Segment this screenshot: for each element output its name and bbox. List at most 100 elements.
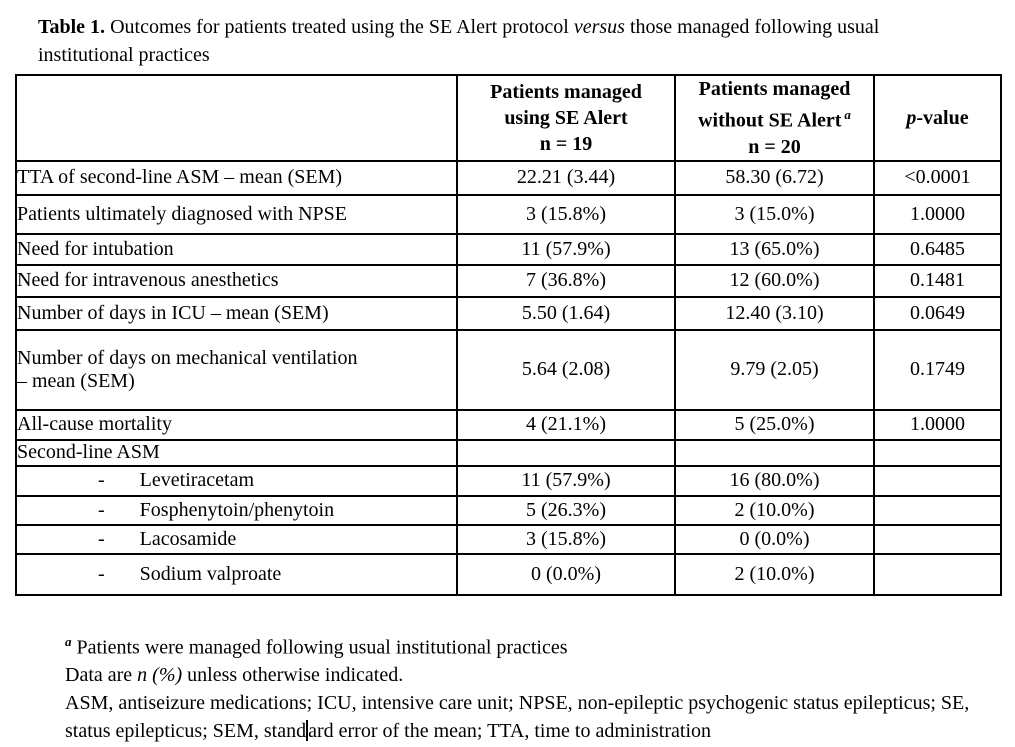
p-value: 0.6485 — [873, 232, 1002, 266]
table-row-sodium-valproate: - Sodium valproate 0 (0.0%) 2 (10.0%) — [15, 552, 1002, 596]
table-footnotes: a Patients were managed following usual … — [65, 628, 1015, 746]
row-label-text: Number of days on mechanical ventilation… — [17, 346, 358, 392]
row-label-text: Levetiracetam — [139, 469, 255, 492]
text-cursor — [306, 720, 309, 742]
p-value: 1.0000 — [873, 193, 1002, 235]
row-label: Second-line ASM — [15, 438, 458, 467]
no-se-alert-value: 16 (80.0%) — [674, 464, 875, 497]
se-alert-value: 7 (36.8%) — [456, 263, 676, 298]
se-alert-value: 11 (57.9%) — [456, 232, 676, 266]
table-row-iv-anesthetics: Need for intravenous anesthetics 7 (36.8… — [15, 263, 1002, 298]
row-label: Patients ultimately diagnosed with NPSE — [15, 193, 458, 235]
row-label-text: Need for intubation — [17, 237, 174, 260]
table-row-npse: Patients ultimately diagnosed with NPSE … — [15, 193, 1002, 235]
header-no-se-alert-text: Patients managed without SE Alert — [698, 78, 851, 132]
footnote-1-text: Patients were managed following usual in… — [71, 636, 568, 659]
header-no-se-alert-n: n = 20 — [748, 135, 801, 158]
table-row-levetiracetam: - Levetiracetam 11 (57.9%) 16 (80.0%) — [15, 464, 1002, 497]
row-label-text: Fosphenytoin/phenytoin — [139, 498, 335, 521]
header-p-italic: p — [906, 106, 917, 129]
table-row-icu-days: Number of days in ICU – mean (SEM) 5.50 … — [15, 295, 1002, 331]
footnote-2-italic: n (%) — [137, 664, 183, 687]
p-value: 0.1749 — [873, 328, 1002, 411]
no-se-alert-value: 3 (15.0%) — [674, 193, 875, 235]
table-row-tta: TTA of second-line ASM – mean (SEM) 22.2… — [15, 159, 1002, 196]
row-label: Number of days in ICU – mean (SEM) — [15, 295, 458, 331]
no-se-alert-value: 13 (65.0%) — [674, 232, 875, 266]
no-se-alert-value: 2 (10.0%) — [674, 552, 875, 596]
header-row: Patients managed using SE Alert n = 19 P… — [15, 74, 1002, 162]
no-se-alert-value: 12 (60.0%) — [674, 263, 875, 298]
p-value — [873, 464, 1002, 497]
se-alert-value: 22.21 (3.44) — [456, 159, 676, 196]
row-label-text: Patients ultimately diagnosed with NPSE — [17, 202, 347, 225]
se-alert-value: 5.50 (1.64) — [456, 295, 676, 331]
footnote-2-text-1: Data are — [65, 664, 138, 687]
se-alert-value: 4 (21.1%) — [456, 408, 676, 441]
outcomes-table: Patients managed using SE Alert n = 19 P… — [15, 74, 1002, 596]
table-row-mortality: All-cause mortality 4 (21.1%) 5 (25.0%) … — [15, 408, 1002, 441]
table-caption-text-1: Outcomes for patients treated using the … — [105, 16, 574, 38]
footnote-a-marker: a — [65, 633, 72, 649]
no-se-alert-value: 58.30 (6.72) — [674, 159, 875, 196]
row-label: Need for intravenous anesthetics — [15, 263, 458, 298]
list-dash: - — [98, 498, 105, 521]
row-label-text: Number of days in ICU – mean (SEM) — [17, 301, 329, 324]
footnote-a-marker: a — [844, 107, 851, 122]
footnote-line-2: Data are n (%) unless otherwise indicate… — [65, 661, 1015, 689]
row-label-text: All-cause mortality — [17, 413, 172, 436]
se-alert-value: 0 (0.0%) — [456, 552, 676, 596]
list-dash: - — [98, 469, 105, 492]
table-row-mech-ventilation: Number of days on mechanical ventilation… — [15, 328, 1002, 411]
header-se-alert-cell: Patients managed using SE Alert n = 19 — [456, 74, 676, 162]
row-label: - Sodium valproate — [15, 552, 458, 596]
p-value: 1.0000 — [873, 408, 1002, 441]
header-no-se-alert-cell: Patients managed without SE Alert a n = 20 — [674, 74, 875, 162]
document-page[interactable]: Table 1. Outcomes for patients treated u… — [0, 13, 1015, 747]
p-value: 0.0649 — [873, 295, 1002, 331]
footnote-2-text-2: unless otherwise indicated. — [182, 664, 404, 687]
p-value — [873, 494, 1002, 526]
list-dash: - — [98, 562, 105, 585]
se-alert-value — [456, 438, 676, 467]
table-row-fosphenytoin: - Fosphenytoin/phenytoin 5 (26.3%) 2 (10.… — [15, 494, 1002, 526]
row-label-text: Second-line ASM — [17, 441, 160, 464]
row-label: Number of days on mechanical ventilation… — [15, 328, 458, 411]
row-label-text: Need for intravenous anesthetics — [17, 269, 279, 292]
p-value — [873, 523, 1002, 555]
row-label: - Levetiracetam — [15, 464, 458, 497]
footnote-line-1: a Patients were managed following usual … — [65, 628, 1015, 662]
p-value: <0.0001 — [873, 159, 1002, 196]
row-label: - Lacosamide — [15, 523, 458, 555]
table-row-intubation: Need for intubation 11 (57.9%) 13 (65.0%… — [15, 232, 1002, 266]
header-p-value-cell: p-value — [873, 74, 1002, 162]
no-se-alert-value — [674, 438, 875, 467]
table-caption-italic: versus — [573, 16, 625, 38]
header-se-alert-text: Patients managed using SE Alert n = 19 — [490, 80, 642, 155]
se-alert-value: 11 (57.9%) — [456, 464, 676, 497]
se-alert-value: 5.64 (2.08) — [456, 328, 676, 411]
header-p-rest: -value — [916, 106, 969, 129]
p-value: 0.1481 — [873, 263, 1002, 298]
row-label: All-cause mortality — [15, 408, 458, 441]
no-se-alert-value: 2 (10.0%) — [674, 494, 875, 526]
header-empty-cell — [15, 74, 458, 162]
no-se-alert-value: 5 (25.0%) — [674, 408, 875, 441]
no-se-alert-value: 0 (0.0%) — [674, 523, 875, 555]
se-alert-value: 3 (15.8%) — [456, 193, 676, 235]
table-row-second-line-asm: Second-line ASM — [15, 438, 1002, 467]
no-se-alert-value: 9.79 (2.05) — [674, 328, 875, 411]
row-label-text: Sodium valproate — [139, 562, 282, 585]
row-label-text: Lacosamide — [139, 527, 237, 550]
no-se-alert-value: 12.40 (3.10) — [674, 295, 875, 331]
se-alert-value: 5 (26.3%) — [456, 494, 676, 526]
row-label: TTA of second-line ASM – mean (SEM) — [15, 159, 458, 196]
abbreviations-text-2: ard error of the mean; TTA, time to admi… — [308, 720, 712, 743]
row-label: - Fosphenytoin/phenytoin — [15, 494, 458, 526]
footnote-abbreviations: ASM, antiseizure medications; ICU, inten… — [65, 689, 1015, 745]
row-label-text: TTA of second-line ASM – mean (SEM) — [17, 166, 343, 189]
p-value — [873, 438, 1002, 467]
row-label: Need for intubation — [15, 232, 458, 266]
list-dash: - — [98, 527, 105, 550]
table-caption: Table 1. Outcomes for patients treated u… — [38, 13, 923, 69]
